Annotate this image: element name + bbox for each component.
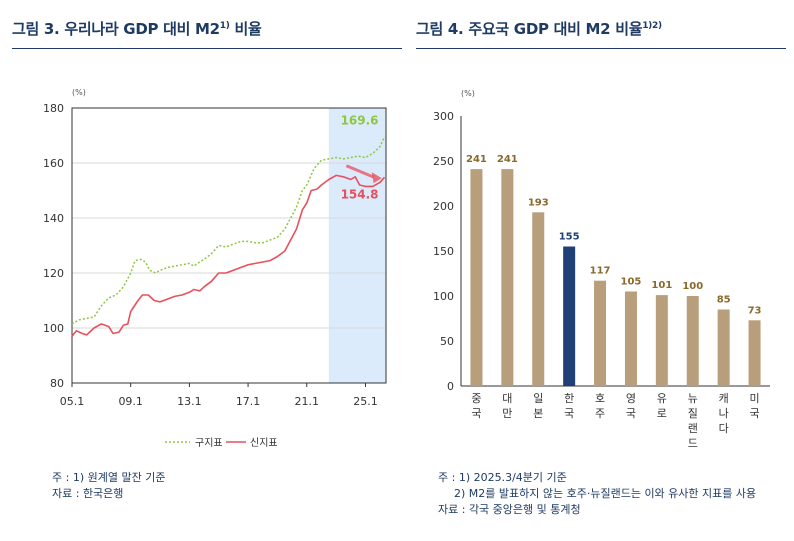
bar-value-label: 241 (497, 154, 518, 165)
bar-4 (563, 246, 576, 386)
bar-value-label: 73 (748, 305, 762, 316)
change-arrow-shaft (345, 164, 375, 179)
bar-value-label: 85 (717, 295, 731, 306)
bar-value-label: 117 (590, 266, 611, 277)
left-chart-title: 그림 3. 우리나라 GDP 대비 M21) 비율 (12, 20, 262, 38)
y-tick-label: 0 (447, 380, 454, 393)
right-note-1: 주 : 1) 2025.3/4분기 기준 (438, 471, 567, 484)
right-notes: 주 : 1) 2025.3/4분기 기준 2) M2를 발표하지 않는 호주·뉴… (438, 470, 756, 518)
left-notes: 주 : 1) 원계열 말잔 기준 자료 : 한국은행 (52, 470, 165, 502)
y-tick-label: 150 (433, 245, 454, 258)
y-tick-label: 200 (433, 200, 454, 213)
bar-6 (624, 291, 637, 386)
right-title-rule (416, 48, 786, 49)
bar-2 (501, 169, 514, 386)
x-tick-label: 25.1 (353, 395, 378, 408)
bar-5 (594, 280, 607, 386)
left-note-2: 자료 : 한국은행 (52, 487, 124, 500)
legend-label-new-index: 신지표 (250, 437, 278, 449)
bar-value-label: 105 (621, 277, 642, 288)
left-note-1: 주 : 1) 원계열 말잔 기준 (52, 471, 166, 484)
bar-value-label: 101 (651, 280, 672, 291)
x-tick-label: 09.1 (118, 395, 143, 408)
highlight-band (328, 108, 386, 383)
y-tick-label: 100 (43, 322, 64, 335)
x-tick-label: 13.1 (177, 395, 202, 408)
bar-3 (532, 212, 545, 386)
bar-value-label: 100 (682, 281, 703, 292)
y-tick-label: 140 (43, 212, 64, 225)
bar-8 (686, 296, 699, 386)
y-tick-label: 100 (433, 290, 454, 303)
right-note-3: 자료 : 각국 중앙은행 및 통계청 (438, 503, 581, 516)
y-tick-label: 120 (43, 267, 64, 280)
bar-value-label: 155 (559, 232, 580, 243)
y-tick-label: 180 (43, 102, 64, 115)
y-unit-label: (%) (72, 88, 86, 97)
end-label-old-index: 169.6 (341, 114, 379, 128)
end-label-new-index: 154.8 (341, 187, 379, 201)
x-tick-label: 05.1 (60, 395, 85, 408)
x-tick-label: 21.1 (295, 395, 320, 408)
bar-9 (717, 309, 730, 386)
bar-7 (655, 295, 668, 386)
y-tick-label: 250 (433, 155, 454, 168)
left-title-rule (12, 48, 402, 49)
bar-1 (470, 169, 483, 386)
right-chart-title: 그림 4. 주요국 GDP 대비 M2 비율1)2) (416, 20, 662, 38)
bar-value-label: 241 (466, 154, 487, 165)
legend-label-old-index: 구지표 (195, 437, 223, 449)
right-note-2: 2) M2를 발표하지 않는 호주·뉴질랜드는 이와 유사한 지표를 사용 (454, 487, 757, 500)
y-tick-label: 50 (440, 335, 454, 348)
plot-frame (71, 107, 387, 384)
y-unit-label: (%) (461, 89, 475, 98)
series-line-new-index (71, 174, 386, 337)
change-arrow-head (371, 172, 382, 184)
bar-10 (748, 320, 761, 386)
y-tick-label: 160 (43, 157, 64, 170)
y-tick-label: 80 (50, 377, 64, 390)
x-tick-label: 17.1 (236, 395, 261, 408)
bar-value-label: 193 (528, 197, 549, 208)
y-tick-label: 300 (433, 110, 454, 123)
